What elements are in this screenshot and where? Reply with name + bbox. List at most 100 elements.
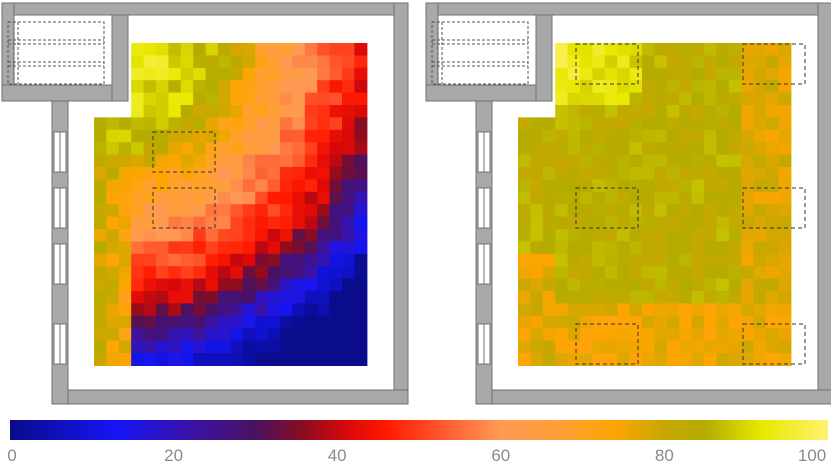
heat-cell [592, 129, 606, 143]
heat-cell [131, 315, 145, 329]
heat-cell [778, 291, 792, 304]
heat-cell [542, 340, 556, 354]
heat-cell [691, 167, 705, 180]
heat-cell [629, 340, 643, 354]
heat-cell [255, 142, 269, 156]
heat-cell [642, 167, 655, 180]
heat-cell [766, 216, 779, 230]
heat-cell [280, 129, 293, 143]
heat-cell [230, 191, 244, 205]
heat-cell [193, 328, 207, 342]
heat-cell [329, 142, 343, 156]
heat-cell [342, 179, 355, 193]
heat-cell [304, 229, 318, 242]
heat-cell [741, 142, 755, 156]
heat-cell [753, 303, 767, 317]
heat-cell [242, 191, 256, 205]
heat-cell [280, 43, 293, 56]
heat-cell [329, 117, 343, 131]
heat-cell [292, 241, 306, 255]
heat-cell [704, 92, 717, 106]
heat-cell [118, 253, 132, 267]
heat-cell [292, 229, 306, 242]
heat-cell [617, 55, 631, 69]
heat-cell [354, 266, 368, 280]
heat-cell [542, 353, 556, 366]
heat-cell [691, 154, 705, 168]
heat-cell [342, 303, 355, 317]
heat-cell [131, 43, 145, 56]
heat-cell [604, 129, 618, 143]
heat-cell [255, 117, 269, 131]
heat-cell [156, 315, 169, 329]
heat-cell [555, 340, 569, 354]
heat-cell [317, 253, 331, 267]
heat-cell [242, 315, 256, 329]
heat-cell [741, 204, 755, 218]
heat-cell [766, 55, 779, 69]
heat-cell [94, 291, 107, 304]
heat-cell [230, 253, 244, 267]
heat-cell [218, 129, 231, 143]
heat-cell [267, 216, 281, 230]
heat-cell [691, 241, 705, 255]
heat-cell [567, 216, 581, 230]
heat-cell [716, 105, 730, 118]
heat-cell [131, 179, 145, 193]
heat-cell [180, 266, 194, 280]
heat-cell [230, 315, 244, 329]
heat-cell [642, 216, 655, 230]
heat-cell [753, 154, 767, 168]
heat-cell [180, 291, 194, 304]
heat-cell [766, 253, 779, 267]
heat-cell [518, 117, 531, 131]
heat-cell [317, 67, 331, 81]
heat-cell [94, 315, 107, 329]
heat-cell [342, 154, 355, 168]
heat-cell [193, 43, 207, 56]
heat-cell [654, 315, 668, 329]
heat-cell [118, 241, 132, 255]
heat-cell [304, 154, 318, 168]
heat-cell [354, 204, 368, 218]
heat-cell [555, 291, 569, 304]
heat-cell [555, 92, 569, 106]
heat-cell [666, 167, 680, 180]
heat-cell [156, 191, 169, 205]
heat-cell [617, 92, 631, 106]
heat-cell [255, 154, 269, 168]
heat-cell [304, 43, 318, 56]
heat-cell [156, 129, 169, 143]
heat-cell [679, 340, 693, 354]
heat-cell [242, 229, 256, 242]
heat-cell [118, 353, 132, 366]
heat-cell [317, 291, 331, 304]
heat-cell [555, 55, 569, 69]
heat-cell [741, 191, 755, 205]
heat-cell [180, 216, 194, 230]
heat-cell [106, 340, 120, 354]
heat-cell [292, 167, 306, 180]
heat-cell [604, 291, 618, 304]
heat-cell [666, 191, 680, 205]
heat-cell [604, 353, 618, 366]
heat-cell [629, 315, 643, 329]
heat-cell [317, 353, 331, 366]
heat-cell [230, 291, 244, 304]
heat-cell [255, 328, 269, 342]
heat-cell [567, 55, 581, 69]
heat-cell [617, 191, 631, 205]
heat-cell [704, 154, 717, 168]
heat-cell [156, 117, 169, 131]
heat-cell [280, 253, 293, 267]
heat-cell [530, 142, 544, 156]
heat-cell [180, 67, 194, 81]
heat-cell [654, 167, 668, 180]
heat-cell [292, 303, 306, 317]
heat-cell [580, 179, 593, 193]
heat-cell [180, 55, 194, 69]
heat-cell [778, 266, 792, 280]
heat-cell [753, 340, 767, 354]
heat-cell [728, 266, 742, 280]
heat-cell [168, 266, 182, 280]
